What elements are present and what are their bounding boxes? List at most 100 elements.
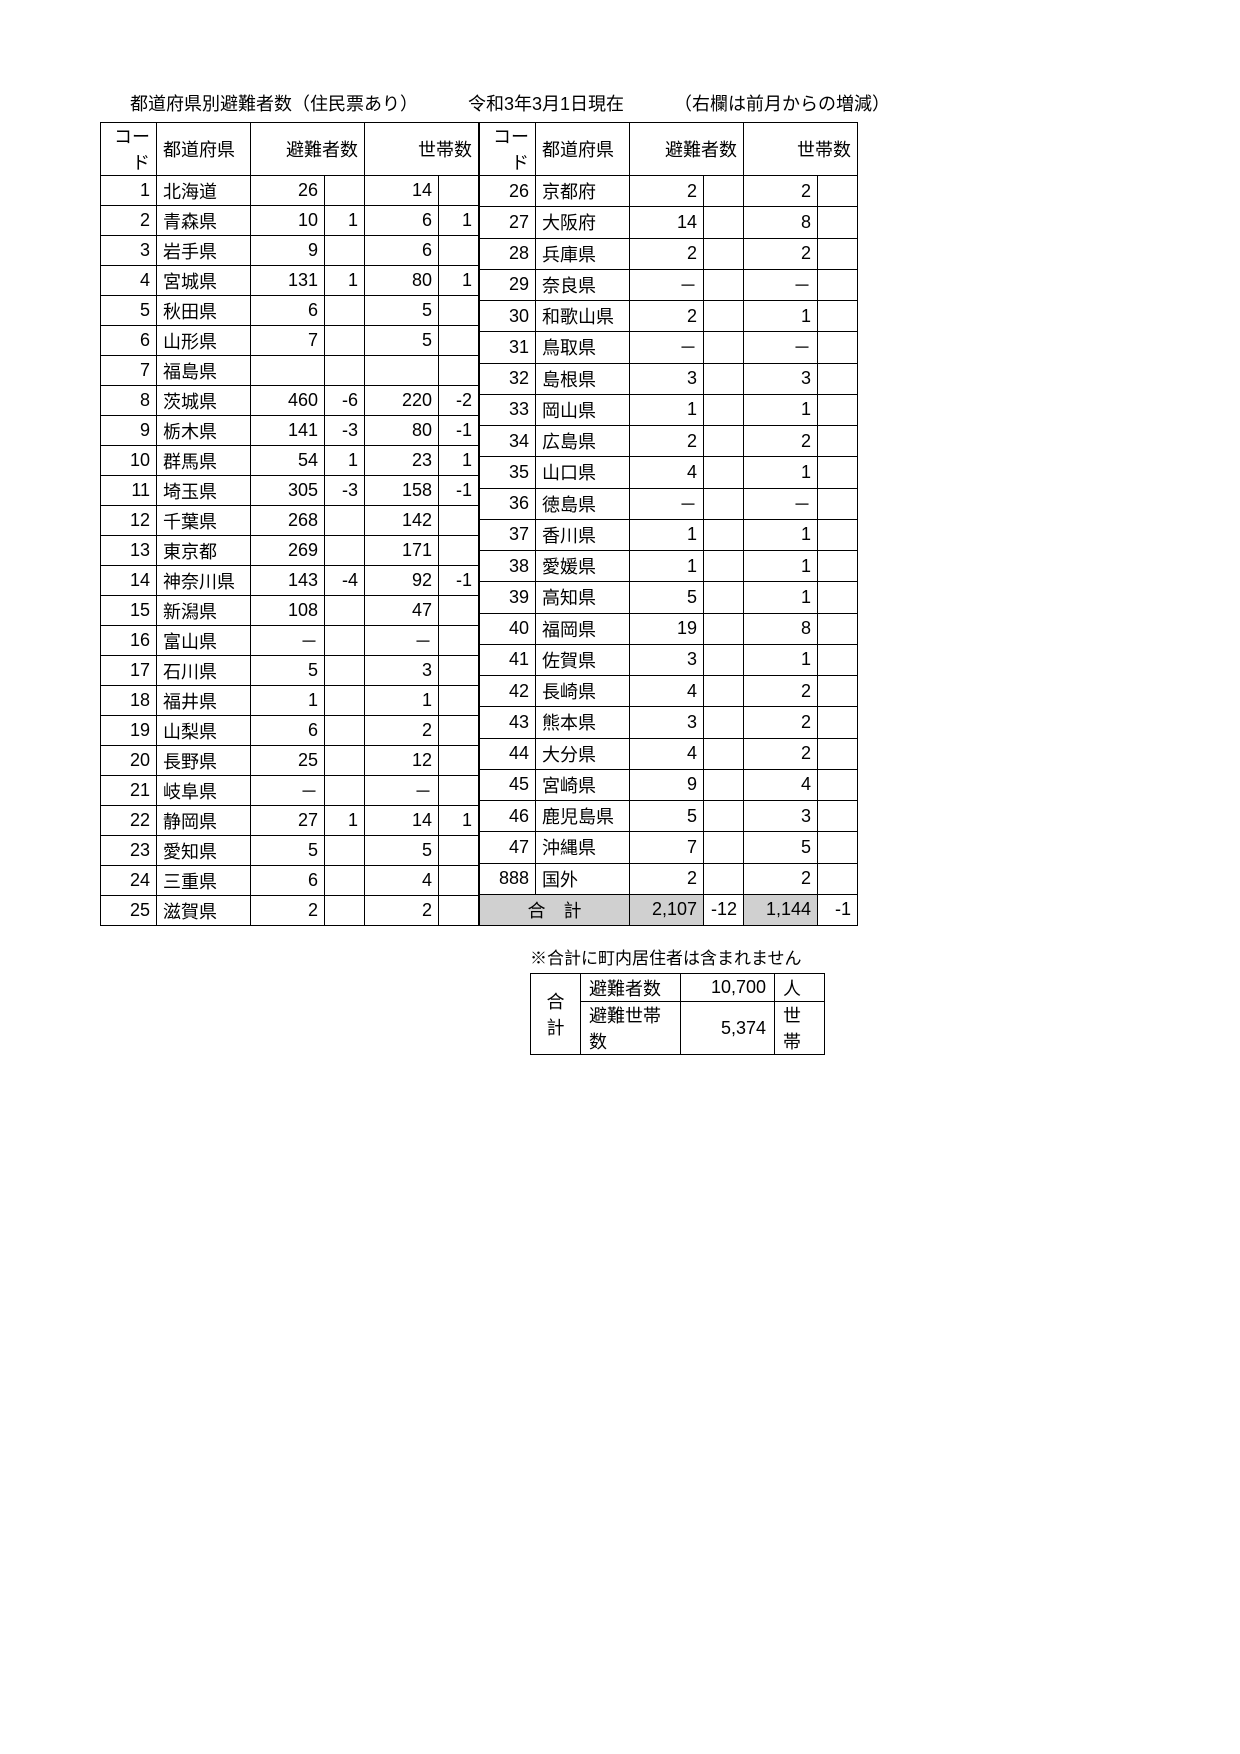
cell-households-delta bbox=[439, 176, 479, 206]
summary-key: 避難者数 bbox=[581, 974, 681, 1002]
cell-evacuees-delta bbox=[704, 644, 744, 675]
cell-evacuees-delta: 1 bbox=[325, 446, 365, 476]
table-row: 35山口県41 bbox=[480, 457, 858, 488]
cell-evacuees-delta bbox=[704, 832, 744, 863]
cell-evacuees: 131 bbox=[251, 266, 325, 296]
cell-households-delta bbox=[439, 626, 479, 656]
cell-code: 28 bbox=[480, 238, 536, 269]
table-row: 12千葉県268142 bbox=[101, 506, 479, 536]
cell-evacuees: 27 bbox=[251, 806, 325, 836]
cell-pref: 奈良県 bbox=[536, 269, 630, 300]
cell-households: 2 bbox=[365, 716, 439, 746]
cell-evacuees: 6 bbox=[251, 716, 325, 746]
cell-pref: 山形県 bbox=[157, 326, 251, 356]
cell-households-delta bbox=[818, 488, 858, 519]
cell-evacuees-delta bbox=[704, 488, 744, 519]
cell-evacuees: 10 bbox=[251, 206, 325, 236]
cell-households: 1 bbox=[744, 394, 818, 425]
table-row: 20長野県2512 bbox=[101, 746, 479, 776]
cell-evacuees: 1 bbox=[630, 519, 704, 550]
cell-evacuees-delta bbox=[325, 686, 365, 716]
cell-pref: 三重県 bbox=[157, 866, 251, 896]
summary-label: 合計 bbox=[531, 974, 581, 1055]
cell-households-delta bbox=[818, 426, 858, 457]
table-row: 888国外22 bbox=[480, 863, 858, 894]
cell-households: 5 bbox=[365, 836, 439, 866]
table-row: 19山梨県62 bbox=[101, 716, 479, 746]
cell-households-delta bbox=[818, 707, 858, 738]
cell-households-delta bbox=[818, 457, 858, 488]
cell-pref: 長野県 bbox=[157, 746, 251, 776]
cell-evacuees-delta: -3 bbox=[325, 416, 365, 446]
table-row: 42長崎県42 bbox=[480, 676, 858, 707]
cell-pref: 福岡県 bbox=[536, 613, 630, 644]
cell-pref: 宮崎県 bbox=[536, 769, 630, 800]
cell-households: 4 bbox=[744, 769, 818, 800]
table-header-row: コード 都道府県 避難者数 世帯数 bbox=[101, 123, 479, 176]
cell-households: 158 bbox=[365, 476, 439, 506]
cell-evacuees-delta bbox=[325, 356, 365, 386]
cell-households: 171 bbox=[365, 536, 439, 566]
cell-evacuees: 3 bbox=[630, 644, 704, 675]
table-row: 47沖縄県75 bbox=[480, 832, 858, 863]
cell-households: 3 bbox=[365, 656, 439, 686]
cell-households: － bbox=[365, 626, 439, 656]
table-row: 41佐賀県31 bbox=[480, 644, 858, 675]
cell-households: 2 bbox=[744, 176, 818, 207]
cell-evacuees-delta bbox=[704, 426, 744, 457]
cell-households: － bbox=[744, 488, 818, 519]
cell-households-delta bbox=[439, 296, 479, 326]
cell-code: 23 bbox=[101, 836, 157, 866]
tables-container: コード 都道府県 避難者数 世帯数 1北海道26142青森県101613岩手県9… bbox=[100, 122, 1140, 926]
cell-evacuees: 141 bbox=[251, 416, 325, 446]
cell-pref: 鳥取県 bbox=[536, 332, 630, 363]
cell-households-delta bbox=[439, 656, 479, 686]
cell-households: 5 bbox=[365, 296, 439, 326]
cell-evacuees: 26 bbox=[251, 176, 325, 206]
cell-households bbox=[365, 356, 439, 386]
cell-evacuees-delta bbox=[704, 769, 744, 800]
cell-pref: 北海道 bbox=[157, 176, 251, 206]
cell-code: 20 bbox=[101, 746, 157, 776]
cell-households-delta: 1 bbox=[439, 266, 479, 296]
cell-evacuees-delta bbox=[325, 656, 365, 686]
table-row: 3岩手県96 bbox=[101, 236, 479, 266]
cell-evacuees-delta bbox=[704, 269, 744, 300]
cell-evacuees-delta bbox=[325, 326, 365, 356]
cell-pref: 大分県 bbox=[536, 738, 630, 769]
cell-evacuees: 54 bbox=[251, 446, 325, 476]
cell-households-delta: -1 bbox=[439, 476, 479, 506]
cell-pref: 兵庫県 bbox=[536, 238, 630, 269]
cell-evacuees: 9 bbox=[251, 236, 325, 266]
cell-code: 18 bbox=[101, 686, 157, 716]
cell-evacuees: 5 bbox=[251, 836, 325, 866]
cell-households: 8 bbox=[744, 613, 818, 644]
cell-evacuees-delta bbox=[704, 519, 744, 550]
cell-households: 14 bbox=[365, 806, 439, 836]
table-row: 6山形県75 bbox=[101, 326, 479, 356]
table-row: 32島根県33 bbox=[480, 363, 858, 394]
table-row: 25滋賀県22 bbox=[101, 896, 479, 926]
cell-households-delta bbox=[439, 686, 479, 716]
cell-households-delta bbox=[818, 332, 858, 363]
cell-pref: 山梨県 bbox=[157, 716, 251, 746]
cell-pref: 大阪府 bbox=[536, 207, 630, 238]
col-code: コード bbox=[101, 123, 157, 176]
table-row: 1北海道2614 bbox=[101, 176, 479, 206]
cell-households-delta bbox=[818, 613, 858, 644]
cell-pref: 青森県 bbox=[157, 206, 251, 236]
cell-households: 5 bbox=[744, 832, 818, 863]
total-households: 1,144 bbox=[744, 894, 818, 925]
cell-evacuees: 14 bbox=[630, 207, 704, 238]
cell-evacuees-delta bbox=[325, 506, 365, 536]
cell-evacuees-delta bbox=[325, 746, 365, 776]
cell-evacuees: 2 bbox=[630, 863, 704, 894]
cell-households-delta bbox=[439, 716, 479, 746]
cell-evacuees: 4 bbox=[630, 676, 704, 707]
cell-households-delta bbox=[818, 394, 858, 425]
cell-pref: 鹿児島県 bbox=[536, 801, 630, 832]
cell-evacuees: 3 bbox=[630, 363, 704, 394]
cell-households-delta bbox=[818, 863, 858, 894]
cell-code: 44 bbox=[480, 738, 536, 769]
cell-households-delta bbox=[818, 519, 858, 550]
